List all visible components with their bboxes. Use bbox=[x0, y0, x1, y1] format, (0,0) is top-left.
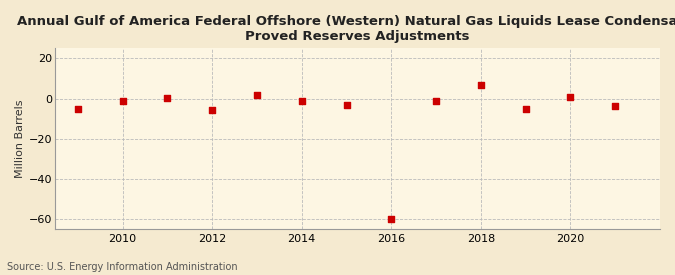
Point bbox=[431, 99, 441, 103]
Point bbox=[72, 106, 83, 111]
Point bbox=[610, 103, 620, 108]
Y-axis label: Million Barrels: Million Barrels bbox=[15, 100, 25, 178]
Point bbox=[475, 82, 486, 87]
Point bbox=[162, 96, 173, 100]
Point bbox=[386, 217, 397, 221]
Point bbox=[117, 99, 128, 103]
Point bbox=[565, 94, 576, 99]
Point bbox=[252, 92, 263, 97]
Point bbox=[296, 98, 307, 103]
Text: Source: U.S. Energy Information Administration: Source: U.S. Energy Information Administ… bbox=[7, 262, 238, 272]
Point bbox=[520, 106, 531, 111]
Point bbox=[341, 103, 352, 107]
Title: Annual Gulf of America Federal Offshore (Western) Natural Gas Liquids Lease Cond: Annual Gulf of America Federal Offshore … bbox=[18, 15, 675, 43]
Point bbox=[207, 108, 217, 112]
